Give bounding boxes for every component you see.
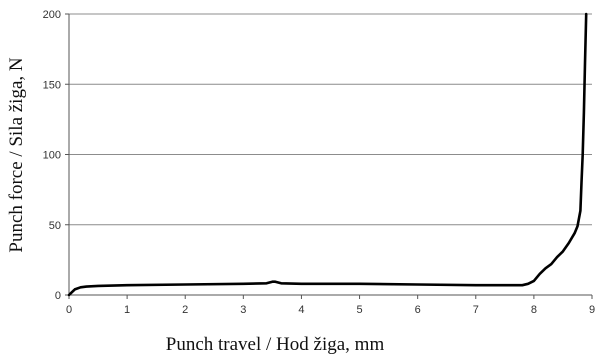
x-axis-title: Punch travel / Hod žiga, mm	[166, 334, 385, 355]
x-tick-label-4: 4	[298, 304, 304, 316]
x-tick-label-2: 2	[182, 304, 188, 316]
series-line-0	[67, 12, 588, 297]
x-tick-label-7: 7	[473, 304, 479, 316]
axes	[65, 13, 593, 299]
x-tick-label-1: 1	[124, 304, 130, 316]
x-tick-labels: 0 1 2 3 4 5 6 7 8 9	[66, 304, 595, 316]
x-tick-label-9: 9	[589, 304, 595, 316]
y-axis-title: Punch force / Sila žiga, N	[6, 57, 27, 253]
x-tick-label-5: 5	[356, 304, 362, 316]
y-tick-label-150: 150	[43, 79, 61, 91]
y-tick-label-100: 100	[43, 150, 61, 162]
y-tick-label-50: 50	[49, 220, 61, 232]
x-tick-label-8: 8	[531, 304, 537, 316]
series-layer	[67, 12, 588, 297]
gridlines	[69, 13, 592, 226]
x-tick-label-6: 6	[415, 304, 421, 316]
x-tick-label-0: 0	[66, 304, 72, 316]
y-tick-labels: 0 50 100 150 200	[43, 9, 61, 302]
y-tick-label-0: 0	[55, 290, 61, 302]
x-tick-label-3: 3	[240, 304, 246, 316]
y-tick-label-200: 200	[43, 9, 61, 21]
